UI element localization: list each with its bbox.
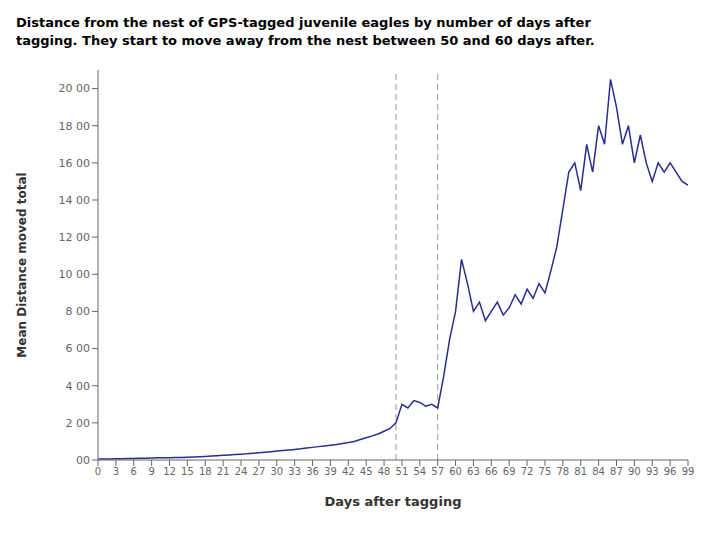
- svg-text:30: 30: [270, 466, 283, 477]
- svg-text:87: 87: [610, 466, 623, 477]
- svg-text:10 00: 10 00: [59, 268, 91, 281]
- svg-text:Days after tagging: Days after tagging: [325, 494, 462, 509]
- svg-text:60: 60: [449, 466, 462, 477]
- svg-text:75: 75: [539, 466, 552, 477]
- svg-text:48: 48: [378, 466, 391, 477]
- svg-text:96: 96: [664, 466, 677, 477]
- svg-text:45: 45: [360, 466, 373, 477]
- svg-text:42: 42: [342, 466, 355, 477]
- svg-text:9: 9: [148, 466, 154, 477]
- svg-text:14 00: 14 00: [59, 194, 91, 207]
- svg-text:12: 12: [163, 466, 176, 477]
- svg-text:93: 93: [646, 466, 659, 477]
- svg-text:18: 18: [199, 466, 212, 477]
- svg-text:0: 0: [95, 466, 101, 477]
- svg-text:8 00: 8 00: [66, 305, 91, 318]
- svg-text:84: 84: [592, 466, 605, 477]
- html-text:Distance from the nest of GPS-: Distance from the nest of GPS-tagged juv…: [16, 15, 591, 30]
- svg-text:27: 27: [253, 466, 266, 477]
- svg-text:2 00: 2 00: [66, 417, 91, 430]
- svg-text:81: 81: [574, 466, 587, 477]
- svg-text:16 00: 16 00: [59, 157, 91, 170]
- svg-text:00: 00: [76, 454, 90, 467]
- svg-text:21: 21: [217, 466, 230, 477]
- svg-text:39: 39: [324, 466, 337, 477]
- svg-text:36: 36: [306, 466, 319, 477]
- svg-text:57: 57: [431, 466, 444, 477]
- svg-text:3: 3: [113, 466, 119, 477]
- svg-text:Mean Distance moved total: Mean Distance moved total: [15, 172, 29, 357]
- svg-text:78: 78: [556, 466, 569, 477]
- html-text:tagging. They start to move aw: tagging. They start to move away from th…: [16, 33, 595, 48]
- svg-text:18 00: 18 00: [59, 120, 91, 133]
- svg-text:69: 69: [503, 466, 516, 477]
- svg-text:72: 72: [521, 466, 534, 477]
- svg-text:4 00: 4 00: [66, 380, 91, 393]
- svg-text:63: 63: [467, 466, 480, 477]
- svg-text:66: 66: [485, 466, 498, 477]
- svg-text:33: 33: [288, 466, 301, 477]
- svg-text:90: 90: [628, 466, 641, 477]
- svg-text:51: 51: [396, 466, 409, 477]
- svg-text:20 00: 20 00: [59, 82, 91, 95]
- svg-text:12 00: 12 00: [59, 231, 91, 244]
- svg-text:6: 6: [131, 466, 137, 477]
- svg-text:99: 99: [682, 466, 695, 477]
- svg-text:15: 15: [181, 466, 194, 477]
- svg-text:6 00: 6 00: [66, 342, 91, 355]
- svg-text:24: 24: [235, 466, 248, 477]
- svg-text:54: 54: [413, 466, 426, 477]
